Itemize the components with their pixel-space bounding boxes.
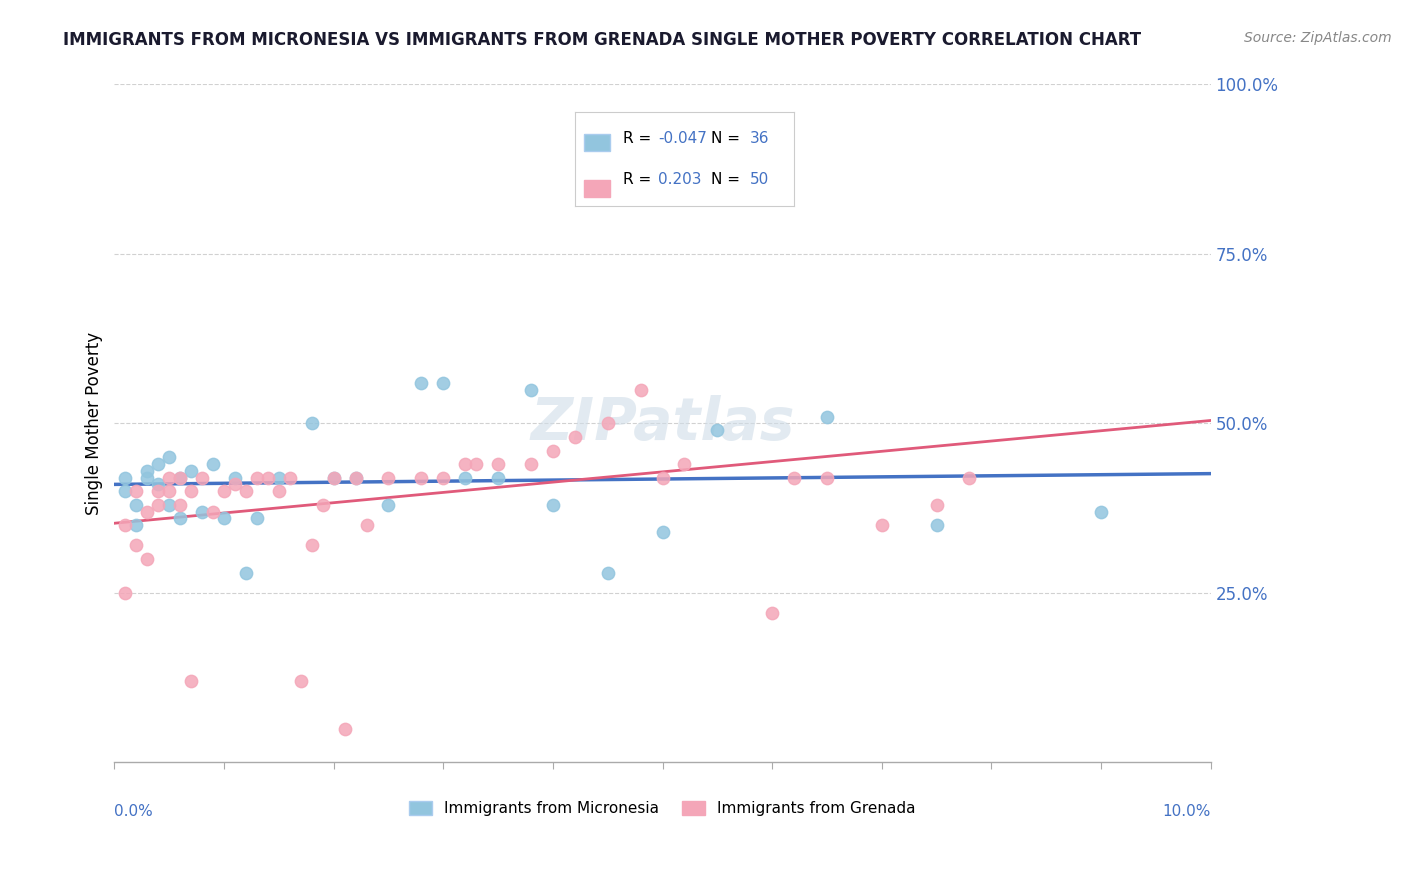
Point bbox=[257, 471, 280, 485]
Point bbox=[267, 484, 290, 499]
Point bbox=[564, 430, 586, 444]
Point bbox=[783, 471, 806, 485]
Point bbox=[815, 409, 838, 424]
Point bbox=[224, 471, 246, 485]
Point bbox=[520, 383, 543, 397]
Point bbox=[125, 484, 148, 499]
Legend: Immigrants from Micronesia, Immigrants from Grenada: Immigrants from Micronesia, Immigrants f… bbox=[404, 796, 922, 822]
Point bbox=[925, 518, 948, 533]
Point bbox=[157, 498, 180, 512]
Point bbox=[169, 498, 191, 512]
Point bbox=[212, 484, 235, 499]
Point bbox=[344, 471, 367, 485]
Point bbox=[377, 498, 399, 512]
Point bbox=[651, 471, 673, 485]
Text: 0.0%: 0.0% bbox=[114, 804, 153, 819]
Point bbox=[180, 484, 202, 499]
Point bbox=[136, 552, 159, 566]
Text: ZIPatlas: ZIPatlas bbox=[530, 395, 794, 452]
Point bbox=[157, 484, 180, 499]
Point bbox=[125, 539, 148, 553]
Point bbox=[630, 383, 652, 397]
Point bbox=[706, 179, 728, 194]
Text: Source: ZipAtlas.com: Source: ZipAtlas.com bbox=[1244, 31, 1392, 45]
Point bbox=[114, 484, 136, 499]
Point bbox=[290, 674, 312, 689]
Point bbox=[454, 471, 477, 485]
Point bbox=[520, 457, 543, 471]
Point bbox=[169, 511, 191, 525]
Point bbox=[596, 566, 619, 580]
Point bbox=[344, 471, 367, 485]
Point bbox=[180, 464, 202, 478]
Text: IMMIGRANTS FROM MICRONESIA VS IMMIGRANTS FROM GRENADA SINGLE MOTHER POVERTY CORR: IMMIGRANTS FROM MICRONESIA VS IMMIGRANTS… bbox=[63, 31, 1142, 49]
Point bbox=[673, 457, 696, 471]
Point bbox=[148, 457, 170, 471]
Point bbox=[169, 471, 191, 485]
Point bbox=[136, 505, 159, 519]
Point bbox=[356, 518, 378, 533]
Point bbox=[815, 471, 838, 485]
Point bbox=[114, 518, 136, 533]
Point bbox=[301, 539, 323, 553]
Y-axis label: Single Mother Poverty: Single Mother Poverty bbox=[86, 332, 103, 515]
Point bbox=[761, 607, 783, 621]
Point bbox=[411, 471, 433, 485]
Point bbox=[180, 674, 202, 689]
Point bbox=[411, 376, 433, 390]
Point bbox=[202, 505, 225, 519]
Point bbox=[541, 443, 564, 458]
Point bbox=[148, 498, 170, 512]
Point bbox=[136, 471, 159, 485]
Point bbox=[246, 471, 269, 485]
Point bbox=[235, 566, 257, 580]
Point bbox=[651, 524, 673, 539]
Point bbox=[312, 498, 335, 512]
Point bbox=[246, 511, 269, 525]
Point bbox=[224, 477, 246, 491]
Point bbox=[1090, 505, 1112, 519]
Point bbox=[432, 376, 454, 390]
Point bbox=[191, 471, 214, 485]
Point bbox=[322, 471, 344, 485]
Point bbox=[212, 511, 235, 525]
Point bbox=[114, 471, 136, 485]
Point bbox=[202, 457, 225, 471]
Point bbox=[157, 471, 180, 485]
Point bbox=[541, 498, 564, 512]
Point bbox=[191, 505, 214, 519]
Point bbox=[301, 417, 323, 431]
Text: 10.0%: 10.0% bbox=[1163, 804, 1211, 819]
Point bbox=[125, 518, 148, 533]
Point bbox=[169, 471, 191, 485]
Point bbox=[235, 484, 257, 499]
Point bbox=[333, 722, 356, 736]
Point bbox=[148, 477, 170, 491]
Point bbox=[114, 586, 136, 600]
Point bbox=[925, 498, 948, 512]
Point bbox=[486, 471, 509, 485]
Point bbox=[465, 457, 488, 471]
Point bbox=[596, 417, 619, 431]
Point bbox=[454, 457, 477, 471]
Point bbox=[432, 471, 454, 485]
Point bbox=[157, 450, 180, 465]
Point bbox=[278, 471, 301, 485]
Point bbox=[959, 471, 981, 485]
Point bbox=[322, 471, 344, 485]
Point bbox=[267, 471, 290, 485]
Point bbox=[377, 471, 399, 485]
Point bbox=[706, 423, 728, 437]
Point bbox=[136, 464, 159, 478]
Point bbox=[148, 484, 170, 499]
Point bbox=[486, 457, 509, 471]
Point bbox=[125, 498, 148, 512]
Point bbox=[870, 518, 893, 533]
